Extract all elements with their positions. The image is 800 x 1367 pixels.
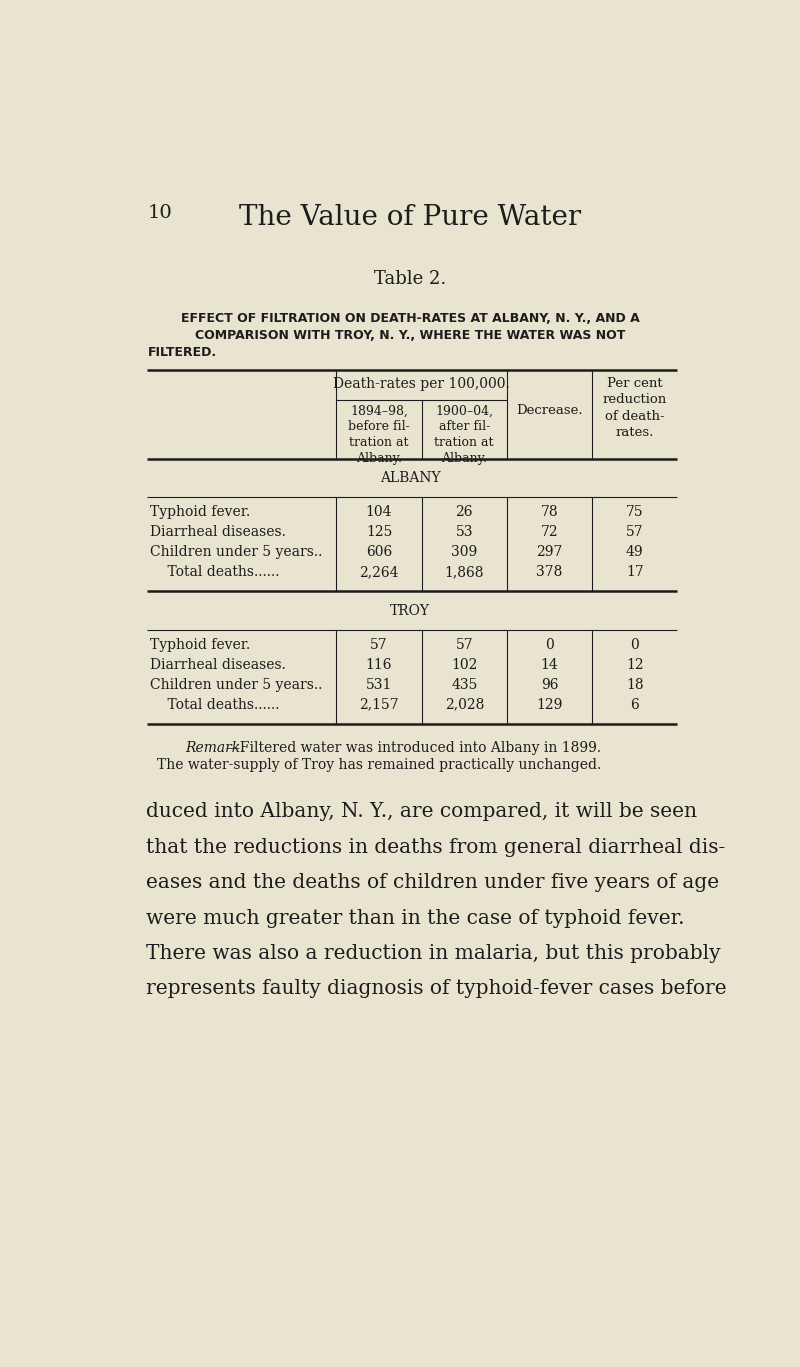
Text: There was also a reduction in malaria, but this probably: There was also a reduction in malaria, b… (146, 945, 721, 962)
Text: eases and the deaths of children under five years of age: eases and the deaths of children under f… (146, 874, 720, 893)
Text: represents faulty diagnosis of typhoid-fever cases before: represents faulty diagnosis of typhoid-f… (146, 980, 727, 998)
Text: 17: 17 (626, 565, 644, 580)
Text: duced into Albany, N. Y., are compared, it will be seen: duced into Albany, N. Y., are compared, … (146, 802, 698, 822)
Text: 57: 57 (455, 637, 473, 652)
Text: COMPARISON WITH TROY, N. Y., WHERE THE WATER WAS NOT: COMPARISON WITH TROY, N. Y., WHERE THE W… (195, 329, 625, 342)
Text: 0: 0 (545, 637, 554, 652)
Text: 297: 297 (536, 545, 562, 559)
Text: 102: 102 (451, 658, 478, 671)
Text: 12: 12 (626, 658, 643, 671)
Text: 129: 129 (536, 697, 562, 712)
Text: Remark.: Remark. (186, 741, 245, 755)
Text: Diarrheal diseases.: Diarrheal diseases. (150, 658, 304, 671)
Text: 125: 125 (366, 525, 392, 539)
Text: 49: 49 (626, 545, 643, 559)
Text: 78: 78 (541, 506, 558, 519)
Text: The Value of Pure Water: The Value of Pure Water (239, 204, 581, 231)
Text: TROY: TROY (390, 604, 430, 618)
Text: were much greater than in the case of typhoid fever.: were much greater than in the case of ty… (146, 909, 685, 928)
Text: 72: 72 (541, 525, 558, 539)
Text: Table 2.: Table 2. (374, 271, 446, 288)
Text: 2,157: 2,157 (359, 697, 399, 712)
Text: 1900–04,
after fil-
tration at
Albany.: 1900–04, after fil- tration at Albany. (434, 405, 494, 465)
Text: 14: 14 (541, 658, 558, 671)
Text: 1894–98,
before fil-
tration at
Albany.: 1894–98, before fil- tration at Albany. (348, 405, 410, 465)
Text: 104: 104 (366, 506, 392, 519)
Text: Decrease.: Decrease. (516, 405, 583, 417)
Text: Total deaths......: Total deaths...... (150, 565, 280, 580)
Text: 116: 116 (366, 658, 392, 671)
Text: Total deaths......: Total deaths...... (150, 697, 280, 712)
Text: 75: 75 (626, 506, 643, 519)
Text: 378: 378 (536, 565, 562, 580)
Text: 6: 6 (630, 697, 639, 712)
Text: Per cent
reduction
of death-
rates.: Per cent reduction of death- rates. (602, 376, 667, 439)
Text: 57: 57 (370, 637, 388, 652)
Text: EFFECT OF FILTRATION ON DEATH-RATES AT ALBANY, N. Y., AND A: EFFECT OF FILTRATION ON DEATH-RATES AT A… (181, 312, 639, 325)
Text: The water-supply of Troy has remained practically unchanged.: The water-supply of Troy has remained pr… (157, 757, 601, 772)
Text: 53: 53 (455, 525, 473, 539)
Text: Death-rates per 100,000.: Death-rates per 100,000. (334, 376, 510, 391)
Text: 26: 26 (455, 506, 473, 519)
Text: Children under 5 years..: Children under 5 years.. (150, 545, 322, 559)
Text: 2,264: 2,264 (359, 565, 398, 580)
Text: Typhoid fever.: Typhoid fever. (150, 637, 286, 652)
Text: Diarrheal diseases.: Diarrheal diseases. (150, 525, 304, 539)
Text: 2,028: 2,028 (445, 697, 484, 712)
Text: 606: 606 (366, 545, 392, 559)
Text: 10: 10 (148, 204, 173, 221)
Text: that the reductions in deaths from general diarrheal dis-: that the reductions in deaths from gener… (146, 838, 726, 857)
Text: Typhoid fever.: Typhoid fever. (150, 506, 286, 519)
Text: 435: 435 (451, 678, 478, 692)
Text: ALBANY: ALBANY (380, 472, 440, 485)
Text: 309: 309 (451, 545, 478, 559)
Text: 96: 96 (541, 678, 558, 692)
Text: Children under 5 years..: Children under 5 years.. (150, 678, 322, 692)
Text: —Filtered water was introduced into Albany in 1899.: —Filtered water was introduced into Alba… (226, 741, 601, 755)
Text: FILTERED.: FILTERED. (148, 346, 217, 358)
Text: 57: 57 (626, 525, 643, 539)
Text: 531: 531 (366, 678, 392, 692)
Text: 0: 0 (630, 637, 639, 652)
Text: 1,868: 1,868 (445, 565, 484, 580)
Text: 18: 18 (626, 678, 643, 692)
